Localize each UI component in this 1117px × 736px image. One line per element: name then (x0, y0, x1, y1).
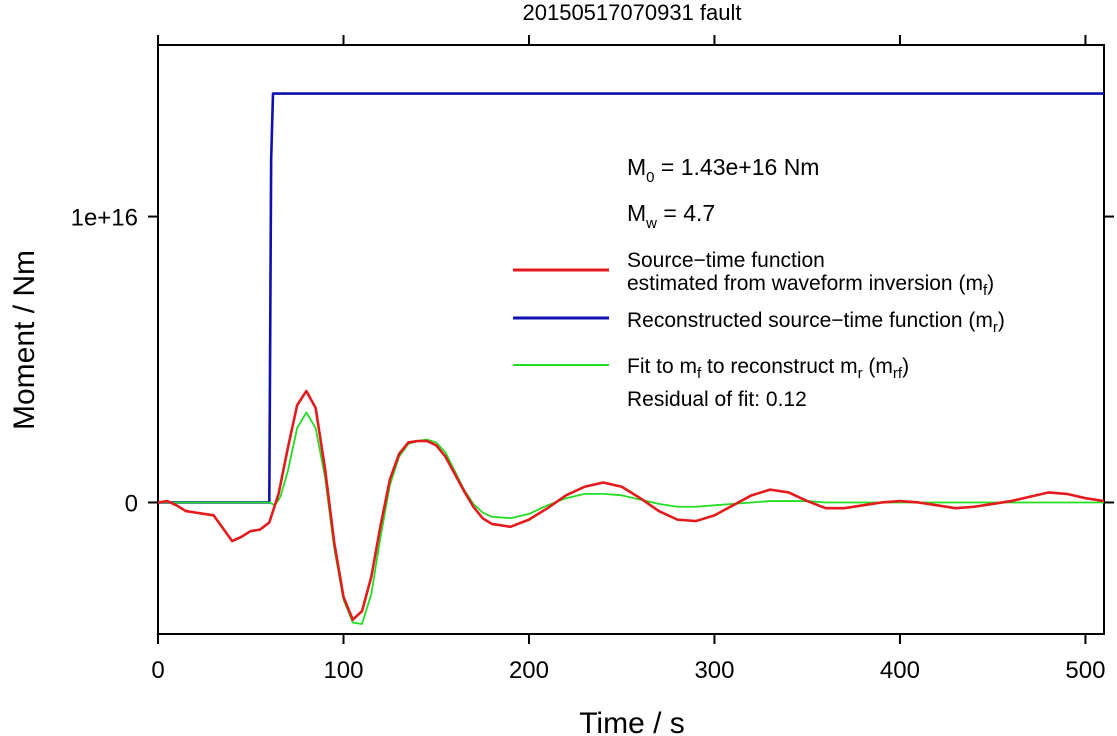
x-tick-label: 100 (323, 657, 363, 684)
series-layer (157, 92, 1105, 625)
x-tick-label: 200 (509, 657, 549, 684)
residual-annotation: Residual of fit: 0.12 (627, 388, 807, 411)
series-line-2 (158, 411, 1104, 625)
legend-label-mrf: Fit to mf to reconstruct mr (mrf) (627, 355, 909, 382)
y-axis-title: Moment / Nm (8, 250, 41, 430)
x-tick-label: 0 (151, 657, 164, 684)
legend-label-mf-line1: Source−time function (627, 249, 825, 272)
y-tick-label: 1e+16 (71, 205, 138, 232)
mw-annotation: Mw = 4.7 (627, 200, 715, 232)
plot-frame (157, 44, 1105, 635)
legend-label-mf-line2: estimated from waveform inversion (mf) (627, 272, 994, 299)
x-tick-label: 500 (1065, 657, 1105, 684)
series-line-0 (157, 389, 1105, 621)
ticks-layer: 0 100 200 300 400 500 0 1e+16 (71, 35, 1114, 684)
y-tick-label: 0 (125, 490, 138, 517)
x-axis-title: Time / s (579, 707, 685, 736)
chart-title: 20150517070931 fault (523, 0, 742, 25)
x-tick-label: 300 (694, 657, 734, 684)
m0-annotation: M0 = 1.43e+16 Nm (627, 154, 819, 186)
legend: Source−time function estimated from wave… (513, 249, 1005, 411)
legend-label-mr: Reconstructed source−time function (mr) (627, 309, 1005, 336)
x-tick-label: 400 (880, 657, 920, 684)
annotations: M0 = 1.43e+16 Nm Mw = 4.7 (627, 154, 819, 232)
